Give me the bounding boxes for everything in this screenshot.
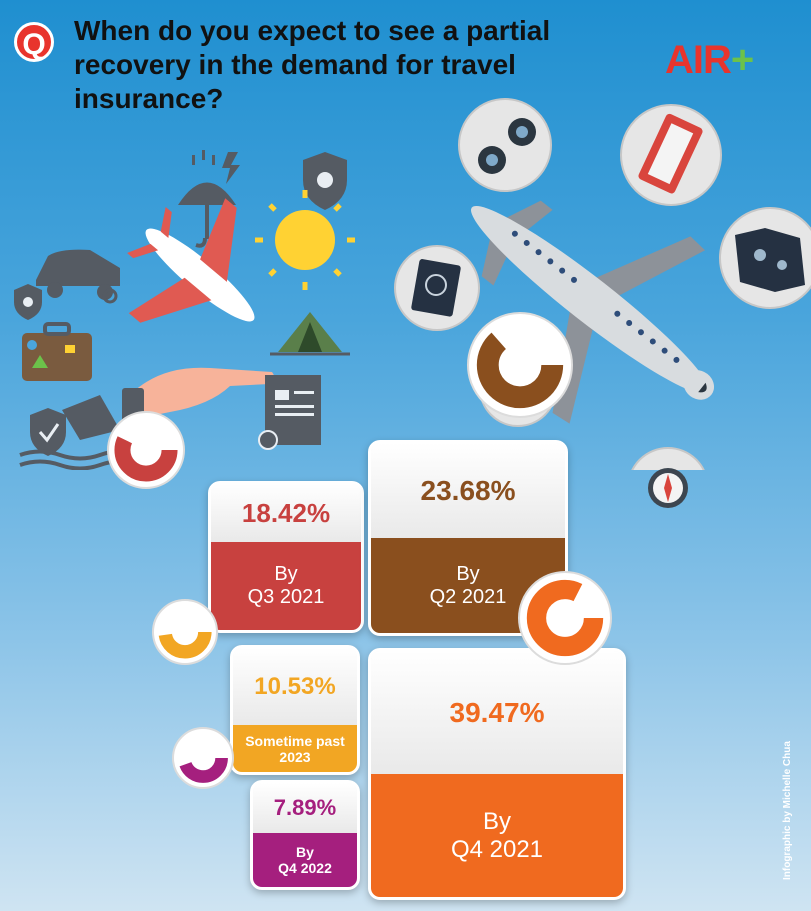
percentage-value: 39.47% (371, 651, 623, 774)
percentage-value: 10.53% (233, 648, 357, 725)
infographic-credit: Infographic by Michelle Chua (782, 741, 793, 880)
period-label-line1: By (274, 563, 298, 585)
donut-arc (114, 418, 178, 482)
result-card-q3-2021: 18.42% By Q3 2021 (208, 481, 364, 633)
period-label-line2: Q3 2021 (247, 586, 325, 608)
donut-gauge-q3-2021 (107, 411, 185, 489)
tent-icon (270, 312, 350, 356)
binoculars-icon (458, 98, 552, 192)
shield-small-icon (14, 284, 42, 320)
world-map-icon (719, 207, 811, 309)
period-label-line2: Q4 2021 (450, 835, 544, 863)
donut-arc (178, 733, 228, 783)
period-label: By Q4 2022 (253, 833, 357, 887)
period-label-line1: By (296, 844, 314, 860)
shield-gear-icon (303, 152, 347, 210)
suitcase-icon (22, 322, 92, 381)
result-card-q4-2021: 39.47% By Q4 2021 (368, 648, 626, 900)
percentage-value: 18.42% (211, 484, 361, 542)
result-card-past-2023: 10.53% Sometime past 2023 (230, 645, 360, 775)
period-label: By Q4 2021 (371, 774, 623, 897)
umbrella-icon (178, 150, 240, 248)
plane-icon (127, 198, 255, 323)
car-icon (36, 249, 120, 304)
period-label-line2: Q4 2022 (278, 860, 332, 876)
sun-icon (255, 190, 355, 290)
air-plus-logo: AIR+ (665, 38, 754, 83)
donut-arc (526, 579, 604, 657)
period-label-line1: By (456, 562, 480, 585)
compass-icon (631, 447, 705, 470)
period-label-line1: Sometime past (245, 732, 345, 749)
logo-text: AIR (665, 38, 732, 82)
period-label: By Q2 2021 (371, 538, 565, 633)
percentage-value: 7.89% (253, 783, 357, 833)
result-card-q4-2022: 7.89% By Q4 2022 (250, 780, 360, 890)
donut-arc (158, 605, 212, 659)
period-label-line2: 2023 (279, 748, 311, 765)
period-label: By Q3 2021 (211, 542, 361, 630)
travel-illustration (14, 98, 811, 470)
boarding-pass-icon (620, 104, 722, 206)
logo-plus: + (730, 38, 754, 82)
donut-arc (476, 321, 564, 409)
donut-gauge-q4-2022 (172, 727, 234, 789)
period-label-line2: Q2 2021 (429, 585, 507, 608)
donut-gauge-past-2023 (152, 599, 218, 665)
donut-gauge-q2-2021 (467, 312, 573, 418)
question-title: When do you expect to see a partial reco… (74, 15, 551, 114)
certificate-icon (258, 375, 321, 450)
q-badge: Q (14, 22, 54, 62)
passport-icon (394, 245, 480, 331)
period-label: Sometime past 2023 (233, 725, 357, 772)
percentage-value: 23.68% (371, 443, 565, 538)
donut-gauge-q4-2021 (518, 571, 612, 665)
period-label-line1: By (482, 807, 511, 835)
